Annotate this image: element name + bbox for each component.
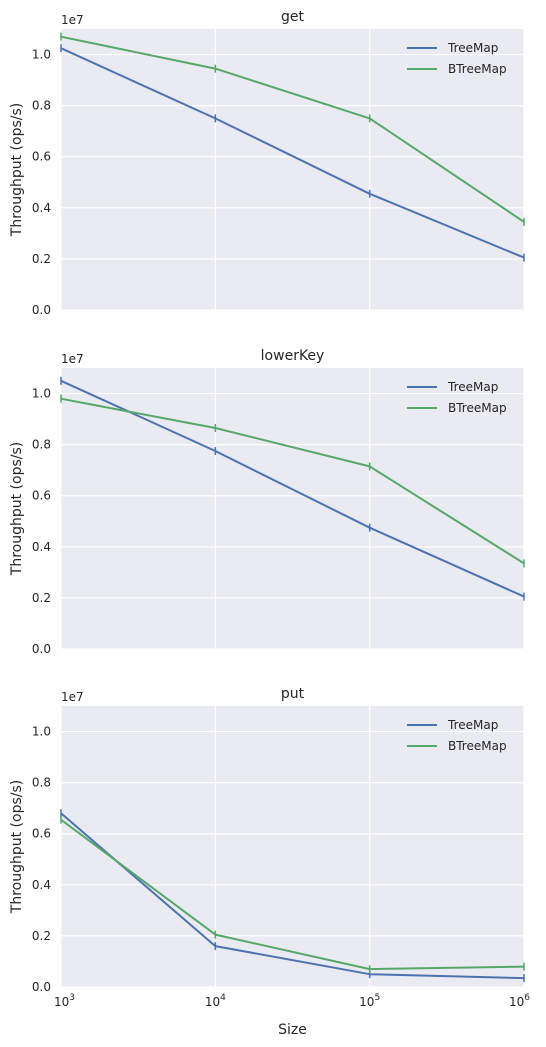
- panel-title: lowerKey: [261, 348, 325, 364]
- y-axis-label: Throughput (ops/s): [9, 103, 25, 237]
- y-tick-label: 0.4: [32, 878, 51, 892]
- y-tick-label: 0.0: [32, 980, 51, 994]
- y-tick-label: 0.2: [32, 252, 51, 266]
- chart-panel-lowerkey: 0.0 0.2 0.4 0.6 0.8 1.0 1e7 lowerKey Throughput …: [9, 348, 525, 656]
- y-tick-label: 1.0: [32, 387, 51, 401]
- series-line-treemap: [60, 379, 525, 598]
- x-tick-label: 106: [509, 993, 530, 1009]
- legend-label-treemap: TreeMap: [447, 41, 498, 55]
- y-axis-label: Throughput (ops/s): [9, 442, 25, 576]
- series-line-btreemap: [60, 35, 525, 223]
- x-axis-label: Size: [278, 1022, 307, 1038]
- series-line-treemap: [60, 47, 525, 259]
- legend-label-treemap: TreeMap: [447, 380, 498, 394]
- panel-title: get: [281, 9, 305, 25]
- y-tick-label: 0.8: [32, 99, 51, 113]
- y-offset-label: 1e7: [61, 352, 84, 366]
- y-axis-label: Throughput (ops/s): [9, 780, 25, 914]
- y-tick-label: 1.0: [32, 725, 51, 739]
- x-tick-label: 103: [54, 993, 75, 1009]
- plot-area: [61, 706, 524, 987]
- y-tick-label: 0.6: [32, 150, 51, 164]
- chart-panel-put: 0.0 0.2 0.4 0.6 0.8 1.0 1e7 put Throughput (ops/…: [9, 686, 530, 1038]
- y-tick-label: 0.4: [32, 540, 51, 554]
- legend-label-btreemap: BTreeMap: [448, 401, 507, 415]
- y-tick-label: 0.6: [32, 489, 51, 503]
- y-offset-label: 1e7: [61, 690, 84, 704]
- y-tick-label: 0.8: [32, 438, 51, 452]
- y-tick-label: 1.0: [32, 48, 51, 62]
- y-tick-label: 0.2: [32, 591, 51, 605]
- series-line-treemap: [60, 812, 525, 980]
- y-tick-label: 0.4: [32, 201, 51, 215]
- y-offset-label: 1e7: [61, 13, 84, 27]
- y-tick-label: 0.2: [32, 929, 51, 943]
- x-tick-label: 104: [205, 993, 226, 1009]
- panel-title: put: [281, 686, 305, 702]
- y-tick-label: 0.8: [32, 776, 51, 790]
- legend-label-treemap: TreeMap: [447, 718, 498, 732]
- y-tick-label: 0.6: [32, 827, 51, 841]
- y-tick-label: 0.0: [32, 303, 51, 317]
- series-line-btreemap: [60, 397, 525, 565]
- y-tick-label: 0.0: [32, 642, 51, 656]
- legend-label-btreemap: BTreeMap: [448, 62, 507, 76]
- chart-panel-get: 0.0 0.2 0.4 0.6 0.8 1.0 1e7 get Throughput (ops/…: [9, 9, 525, 317]
- x-tick-label: 105: [359, 993, 380, 1009]
- series-line-btreemap: [60, 818, 525, 971]
- legend-label-btreemap: BTreeMap: [448, 739, 507, 753]
